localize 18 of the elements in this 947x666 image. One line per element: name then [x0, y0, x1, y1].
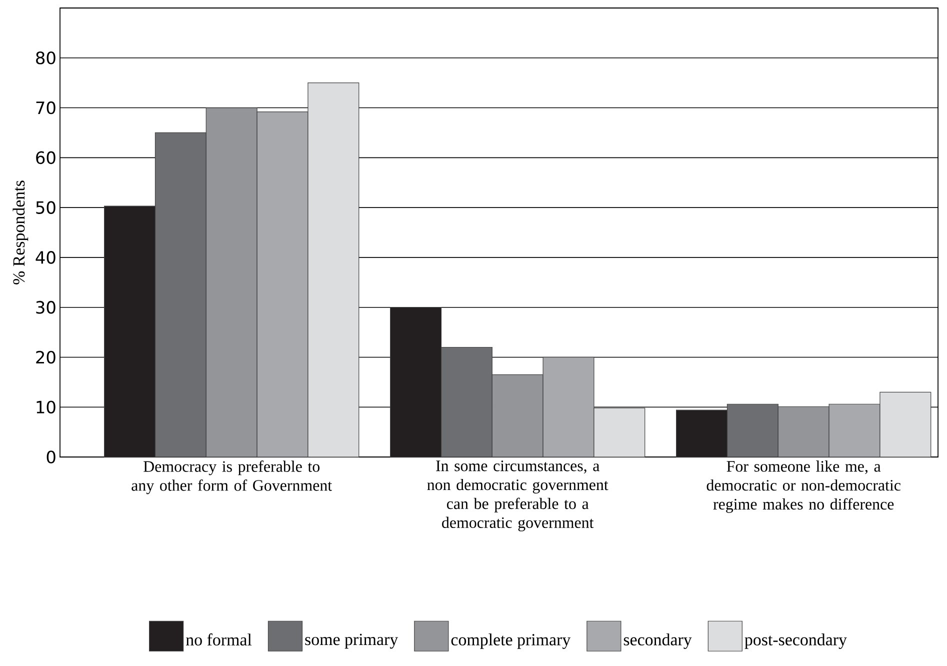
- y-tick-label: 70: [36, 101, 56, 114]
- y-tick-label: 30: [36, 300, 56, 314]
- y-tick-label: 40: [36, 251, 56, 264]
- x-tick-label: For someone like me, a democratic or non-democratic regime makes no difference: [706, 460, 900, 513]
- y-tick-label: 10: [36, 400, 56, 414]
- legend-label: some primary: [305, 634, 398, 649]
- y-tick-label: 80: [36, 51, 56, 64]
- legend-label: complete primary: [451, 634, 571, 649]
- x-tick-label: Democracy is preferable to any other form of Government: [132, 460, 332, 494]
- legend-label: post-secondary: [744, 634, 847, 649]
- y-tick-label: 50: [36, 201, 56, 214]
- y-tick-label: 60: [36, 151, 56, 164]
- x-tick-label: In some circumstances, a non democratic government can be preferable to a democratic government: [427, 460, 608, 532]
- legend-label: secondary: [624, 634, 692, 649]
- legend-label: no formal: [186, 633, 252, 646]
- y-tick-label: 0: [46, 450, 56, 464]
- y-axis-title: % Respondents: [12, 180, 28, 284]
- y-tick-label: 20: [36, 350, 56, 364]
